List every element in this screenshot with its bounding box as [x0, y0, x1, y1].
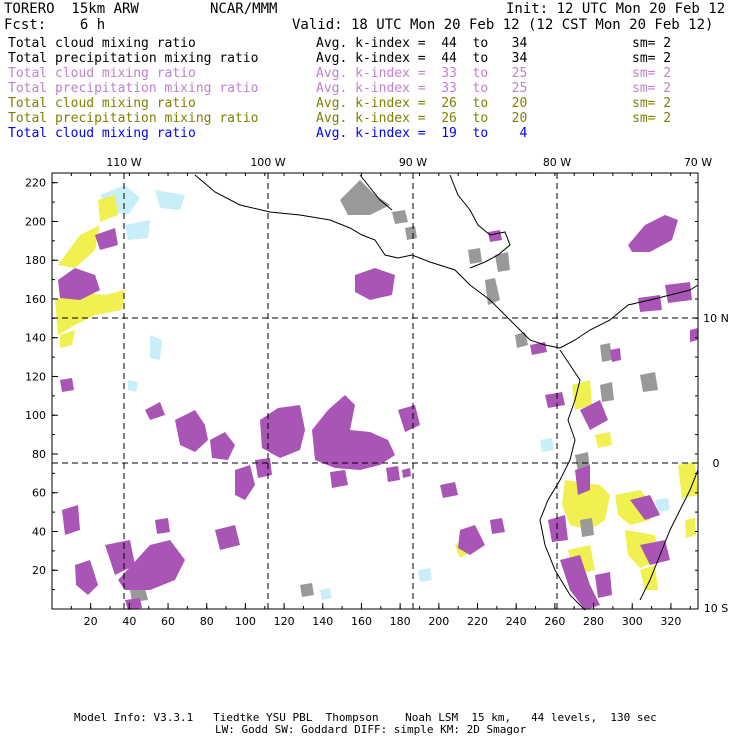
lon-label: 80 W — [543, 156, 571, 169]
legend-kindex: Avg. k-index = 44 to 34 — [316, 51, 528, 66]
lon-label: 90 W — [399, 156, 427, 169]
y-tick-label: 200 — [25, 215, 46, 228]
x-tick-label: 40 — [122, 615, 136, 628]
x-tick-label: 200 — [428, 615, 449, 628]
org-label: NCAR/MMM — [210, 1, 278, 17]
legend-label: Total precipitation mixing ratio — [8, 81, 259, 96]
x-tick-label: 100 — [235, 615, 256, 628]
y-tick-label: 140 — [25, 332, 46, 345]
y-tick-label: 120 — [25, 370, 46, 383]
legend-kindex: Avg. k-index = 26 to 20 — [316, 111, 528, 126]
physics-info: LW: Godd SW: Goddard DIFF: simple KM: 2D… — [215, 723, 527, 736]
x-tick-label: 120 — [274, 615, 295, 628]
coastlines — [194, 174, 699, 611]
axis-labels: 110 W 100 W 90 W 80 W 70 W 10 N 0 10 S 20 40 60 80 1… — [25, 156, 729, 628]
model-title: TORERO 15km ARW — [4, 1, 139, 17]
plot-frame — [51, 172, 699, 610]
x-tick-label: 300 — [622, 615, 643, 628]
legend-sm: sm= 2 — [632, 81, 672, 96]
y-tick-label: 100 — [25, 409, 46, 422]
x-tick-label: 160 — [351, 615, 372, 628]
legend-label: Total precipitation mixing ratio — [8, 51, 259, 66]
graticule — [52, 173, 698, 609]
init-time: Init: 12 UTC Mon 20 Feb 12 — [506, 1, 726, 17]
x-tick-label: 260 — [544, 615, 565, 628]
gray-clouds — [130, 180, 658, 602]
legend-label: Total cloud mixing ratio — [8, 36, 196, 51]
y-tick-label: 160 — [25, 293, 46, 306]
x-tick-label: 280 — [583, 615, 604, 628]
axis-ticks — [52, 173, 698, 609]
field-overlays — [55, 180, 698, 610]
legend-sm: sm= 2 — [632, 96, 672, 111]
x-tick-label: 180 — [390, 615, 411, 628]
valid-time: Valid: 18 UTC Mon 20 Feb 12 (12 CST Mon … — [292, 17, 714, 33]
legend-label: Total precipitation mixing ratio — [8, 111, 259, 126]
legend-sm: sm= 2 — [632, 66, 672, 81]
model-info: Model Info: V3.3.1 Tiedtke YSU PBL Thomp… — [74, 711, 657, 724]
legend-label: Total cloud mixing ratio — [8, 126, 196, 141]
legend-kindex: Avg. k-index = 19 to 4 — [316, 126, 528, 141]
x-tick-label: 220 — [467, 615, 488, 628]
legend-kindex: Avg. k-index = 33 to 25 — [316, 81, 528, 96]
legend-sm: sm= 2 — [632, 36, 672, 51]
legend-kindex: Avg. k-index = 26 to 20 — [316, 96, 528, 111]
legend-label: Total cloud mixing ratio — [8, 66, 196, 81]
lat-label: 0 — [713, 457, 720, 470]
lat-label: 10 S — [704, 602, 728, 615]
legend-sm: sm= 2 — [632, 111, 672, 126]
y-tick-label: 80 — [32, 448, 46, 461]
x-tick-label: 320 — [660, 615, 681, 628]
y-tick-label: 60 — [32, 487, 46, 500]
lon-label: 70 W — [684, 156, 712, 169]
x-tick-label: 80 — [200, 615, 214, 628]
legend-sm: sm= 2 — [632, 51, 672, 66]
lon-label: 100 W — [250, 156, 285, 169]
legend-kindex: Avg. k-index = 33 to 25 — [316, 66, 528, 81]
y-tick-label: 180 — [25, 254, 46, 267]
legend-kindex: Avg. k-index = 44 to 34 — [316, 36, 528, 51]
lat-label: 10 N — [703, 312, 729, 325]
x-tick-label: 240 — [506, 615, 527, 628]
purple-clouds — [58, 215, 698, 610]
y-tick-label: 40 — [32, 525, 46, 538]
x-tick-label: 140 — [312, 615, 333, 628]
y-tick-label: 220 — [25, 177, 46, 190]
lon-label: 110 W — [106, 156, 141, 169]
legend-label: Total cloud mixing ratio — [8, 96, 196, 111]
forecast-hour: Fcst: 6 h — [4, 17, 106, 33]
x-tick-label: 60 — [161, 615, 175, 628]
x-tick-label: 20 — [84, 615, 98, 628]
y-tick-label: 20 — [32, 564, 46, 577]
